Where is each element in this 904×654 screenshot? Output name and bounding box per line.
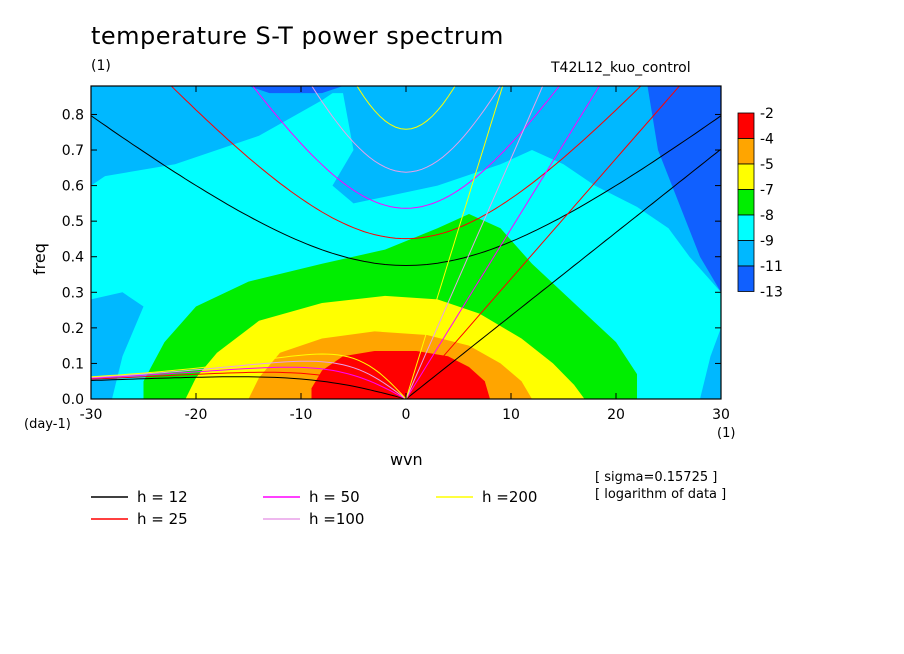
colorbar: -2 -4 -5 -7 -8 -9 -11 -13 [737,106,783,301]
kelvin-curve [405,86,504,399]
x-tick-label: 0 [402,407,411,423]
legend-label: h =200 [482,488,537,506]
colorbar-label: -13 [760,285,783,301]
colorbar-swatch [737,189,755,216]
legend-label: h = 25 [137,510,188,528]
zone-lower-right [700,327,721,399]
ig-curve [311,86,501,173]
ig-curve [91,115,721,267]
x-axis-label: wvn [390,450,423,469]
zone-lower-left [91,292,144,399]
ig-curve [356,86,456,130]
y-tick-label: 0.7 [62,143,84,159]
legend-label: h = 12 [137,488,188,506]
colorbar-swatch [737,163,755,190]
legend-label: h = 50 [309,488,360,506]
kelvin-curve [405,148,721,399]
title-unit: (1) [91,58,111,74]
power-field [91,86,721,399]
x-tick-label: 30 [712,407,730,423]
y-tick-label: 0.2 [62,321,84,337]
colorbar-swatch [737,138,755,165]
y-tick-label: 0.5 [62,214,84,230]
y-tick-label: 0.6 [62,179,84,195]
zone-upper-band [91,86,721,293]
rossby-curve [91,353,407,399]
rossby-curve [91,360,407,399]
colorbar-label: -4 [760,132,774,148]
kelvin-curve [405,86,681,399]
kelvin-curve [405,86,544,399]
legend-label: h =100 [309,510,364,528]
y-tick-label: 0.4 [62,250,84,266]
x-tick-label: -30 [80,407,103,423]
colorbar-label: -2 [760,106,774,122]
run-name: T42L12_kuo_control [551,60,691,76]
ig-curve [252,86,560,209]
colorbar-swatch [737,240,755,267]
y-tick-label: 0.0 [62,392,84,408]
x-axis-unit: (1) [717,426,736,441]
y-axis-label: freq [30,243,49,275]
y-axis-unit: (day-1) [24,417,71,432]
dispersion-curves [91,86,721,399]
zone-far-right [647,86,721,293]
y-tick-label: 0.8 [62,107,84,123]
colorbar-label: -7 [760,183,774,199]
sigma-note: [ sigma=0.15725 ] [595,470,718,485]
axis-ticks: -30 -20 -10 0 10 20 30 0.0 0.1 0.2 0.3 0.4 0.5 0.6 0.7… [62,86,730,423]
ig-curve [170,86,642,240]
curve-legend: h = 12 h = 25 h = 50 h =100 h =200 [91,488,537,528]
log-note: [ logarithm of data ] [595,487,727,502]
chart-title: temperature S-T power spectrum [91,22,504,50]
colorbar-label: -11 [760,259,783,275]
rossby-curve [91,376,407,399]
rossby-curve [91,371,407,399]
x-tick-label: -20 [185,407,208,423]
colorbar-swatch [737,265,755,292]
zone-top-left [248,86,343,94]
colorbar-label: -8 [760,208,774,224]
rossby-curve [91,366,407,399]
colorbar-swatch [737,112,755,139]
colorbar-label: -9 [760,234,774,250]
x-tick-label: 20 [607,407,625,423]
kelvin-curve [405,86,600,399]
x-tick-label: -10 [290,407,313,423]
x-tick-label: 10 [502,407,520,423]
colorbar-label: -5 [760,157,774,173]
y-tick-label: 0.3 [62,285,84,301]
colorbar-swatch [737,214,755,241]
y-tick-label: 0.1 [62,356,84,372]
